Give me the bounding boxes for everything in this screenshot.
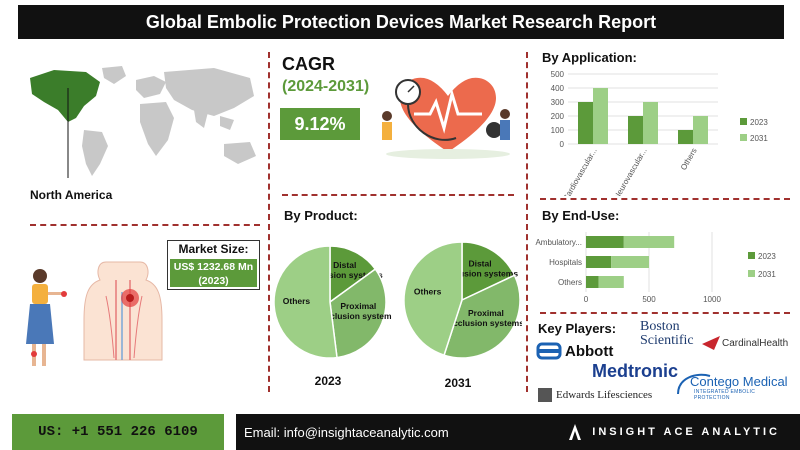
footer-phone: US: +1 551 226 6109 [12, 414, 224, 450]
footer-bar: Email: info@insightaceanalytic.com INSIG… [236, 414, 800, 450]
app-bar-2031 [693, 116, 708, 144]
divider-left-vertical [268, 52, 270, 392]
pie-slice [273, 245, 338, 359]
by-product-title: By Product: [284, 208, 358, 223]
enduse-x-tick: 0 [584, 295, 589, 304]
market-size-value: US$ 1232.68 Mn (2023) [170, 259, 257, 287]
app-bar-2023 [628, 116, 643, 144]
region-label: North America [30, 188, 113, 202]
app-y-tick: 400 [551, 84, 565, 93]
app-y-tick: 500 [551, 70, 565, 79]
divider-right-vertical [526, 52, 528, 392]
app-y-tick: 300 [551, 98, 565, 107]
cardinal-mark-icon [702, 336, 720, 350]
divider-right-top [540, 198, 790, 200]
pie-slice-label: Others [414, 287, 442, 297]
pie-slice [329, 268, 387, 359]
footer-email[interactable]: Email: info@insightaceanalytic.com [244, 424, 449, 440]
enduse-y-tick: Hospitals [549, 258, 582, 267]
enduse-bar-2031 [611, 256, 649, 268]
cagr-period: (2024-2031) [282, 78, 370, 95]
contego-swoosh-icon [677, 373, 711, 395]
pie-slice [403, 241, 463, 357]
abbott-mark-icon [536, 342, 562, 360]
market-size-box: Market Size: US$ 1232.68 Mn (2023) [167, 240, 260, 290]
enduse-legend-swatch [748, 252, 755, 259]
cagr-title: CAGR [282, 54, 335, 74]
pie-slice-label: Distal occlusion systems [307, 260, 383, 280]
enduse-bar-2023 [586, 276, 599, 288]
divider-left-top [30, 224, 260, 226]
app-y-tick: 100 [551, 126, 565, 135]
heart-illustration [382, 77, 510, 159]
brand-logo-icon [569, 424, 582, 440]
pie-2023-year: 2023 [314, 374, 342, 388]
cagr-value: 9.12% [280, 108, 360, 140]
app-x-tick: Others [679, 147, 699, 172]
divider-right-bottom [540, 312, 790, 314]
enduse-bar-2023 [586, 256, 612, 268]
enduse-x-tick: 1000 [703, 295, 721, 304]
end-use-bar-chart: 0 500 1000 Ambulatory... Hospitals Others 2023… [535, 232, 776, 304]
footer-brand: INSIGHT ACE ANALYTIC [568, 423, 780, 441]
app-bar-2023 [578, 102, 593, 144]
logo-abbott: Abbott [536, 342, 613, 360]
app-bar-2031 [593, 88, 608, 144]
enduse-bar-2031 [623, 236, 675, 248]
pie-chart-2023: Distal occlusion systems Proximal occlusion… [273, 245, 392, 359]
pie-slice-label: Proximal occlusion systems [448, 308, 522, 328]
world-map [30, 66, 256, 178]
pie-slice-label: Proximal occlusion systems [320, 301, 392, 321]
app-y-tick: 200 [551, 112, 565, 121]
pie-chart-2031: Distal occlusion systems Proximal occlusion… [403, 241, 522, 359]
patient-illustration [26, 261, 163, 366]
report-title: Global Embolic Protection Devices Market… [18, 5, 784, 39]
edwards-mark-icon [538, 388, 552, 402]
enduse-bar-2031 [598, 276, 624, 288]
pie-slice-label: Others [283, 296, 311, 306]
app-bar-2031 [643, 102, 658, 144]
pie-2031-year: 2031 [444, 376, 472, 390]
logo-edwards: Edwards Lifesciences [538, 388, 652, 402]
app-legend-swatch [740, 134, 747, 141]
market-size-label: Market Size: [178, 242, 249, 256]
by-end-use-title: By End-Use: [542, 208, 620, 223]
logo-contego-medical: Contego Medical INTEGRATED EMBOLIC PROTE… [677, 373, 790, 401]
enduse-y-tick: Ambulatory... [535, 238, 582, 247]
app-bar-2023 [678, 130, 693, 144]
pie-slice [329, 245, 377, 304]
enduse-legend-label: 2031 [758, 270, 776, 279]
app-legend-label: 2031 [750, 134, 768, 143]
divider-middle [282, 194, 514, 196]
logo-medtronic: Medtronic [592, 361, 679, 381]
app-y-tick: 0 [560, 140, 565, 149]
logo-cardinal-health: CardinalHealth [700, 334, 788, 352]
key-players-title: Key Players: [538, 321, 617, 336]
pie-slice-label: Distal occlusion systems [442, 259, 518, 279]
enduse-legend-label: 2023 [758, 252, 776, 261]
enduse-legend-swatch [748, 270, 755, 277]
pie-slice [443, 274, 521, 359]
enduse-y-tick: Others [558, 278, 582, 287]
enduse-bar-2023 [586, 236, 624, 248]
app-legend-label: 2023 [750, 118, 768, 127]
app-x-tick: Cardiovascular... [561, 147, 599, 197]
by-application-title: By Application: [542, 50, 637, 65]
app-legend-swatch [740, 118, 747, 125]
logo-boston-scientific: Boston Scientific [640, 319, 694, 348]
application-bar-chart: 0 100 200 300 400 500 Cardiovascular... Neurova… [551, 70, 769, 197]
app-x-tick: Neurovascular... [612, 147, 649, 197]
enduse-x-tick: 500 [642, 295, 656, 304]
pie-slice [461, 241, 516, 302]
north-america-region [30, 70, 100, 122]
